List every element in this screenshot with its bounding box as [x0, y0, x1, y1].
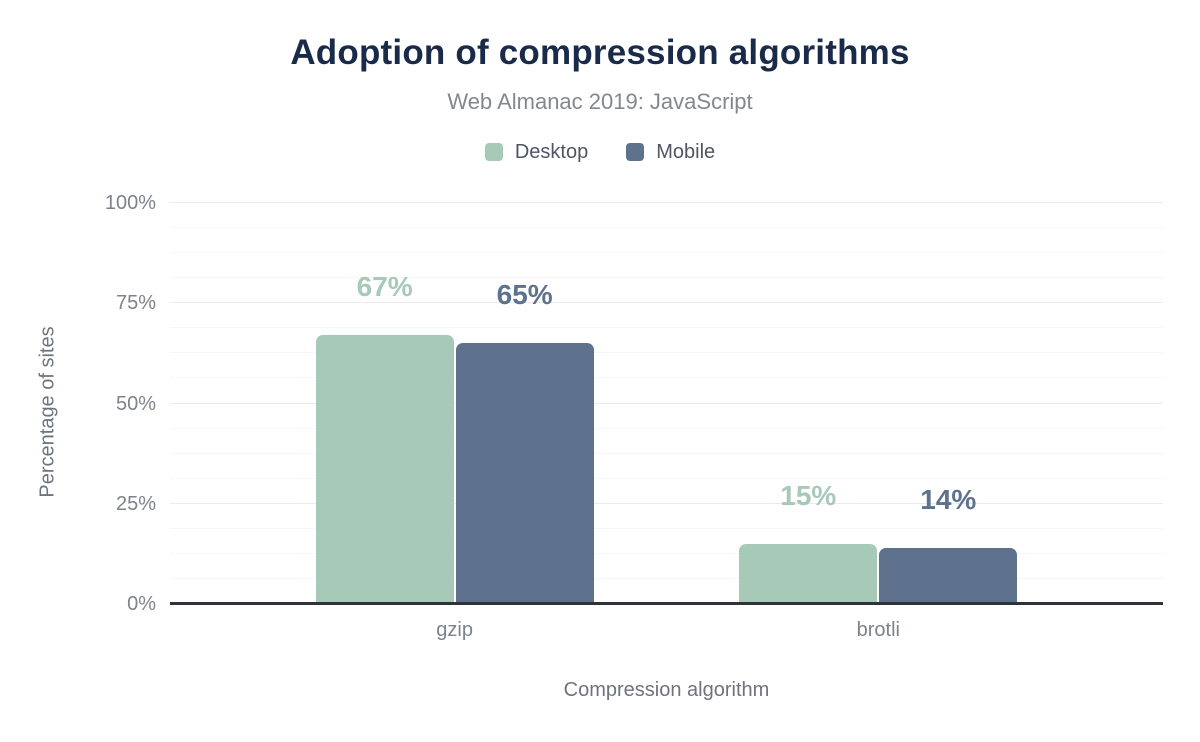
- gridline: [170, 327, 1163, 329]
- legend-swatch-desktop: [484, 143, 503, 161]
- gridline: [170, 552, 1163, 554]
- legend-item-desktop[interactable]: Desktop: [484, 140, 589, 164]
- gridline: [170, 502, 1163, 504]
- gridline: [170, 302, 1163, 304]
- bar-groups: 67% 65% gzip 15% 14% brotli: [170, 203, 1163, 641]
- legend-label-mobile: Mobile: [656, 141, 716, 163]
- gridline: [170, 577, 1163, 579]
- bar-value-label-desktop-gzip: 67%: [356, 271, 413, 303]
- y-tick-label: 25%: [115, 492, 156, 515]
- plot-area: 67% 65% gzip 15% 14% brotli Compression algor…: [105, 192, 1163, 701]
- bar-mobile-gzip[interactable]: [455, 343, 594, 604]
- gridline: [170, 252, 1163, 254]
- bar-desktop-brotli[interactable]: [739, 543, 878, 604]
- gridline: [170, 277, 1163, 279]
- gridline: [170, 452, 1163, 454]
- bar-desktop-gzip[interactable]: [315, 335, 454, 604]
- x-tick-label-brotli: brotli: [856, 619, 900, 641]
- chart-title: Adoption of compression algorithms: [290, 33, 910, 72]
- gridline: [170, 227, 1163, 229]
- gridline: [170, 202, 1163, 203]
- bar-value-label-desktop-brotli: 15%: [780, 479, 837, 511]
- bar-value-label-mobile-brotli: 14%: [920, 483, 977, 515]
- legend-label-desktop: Desktop: [514, 141, 589, 163]
- legend-item-mobile[interactable]: Mobile: [626, 140, 715, 164]
- y-tick-label: 0%: [127, 593, 156, 615]
- category-group-brotli: 15% 14% brotli: [739, 203, 1018, 641]
- y-tick-label: 100%: [104, 192, 156, 214]
- legend: Desktop Mobile: [0, 140, 1200, 164]
- bar-value-label-mobile-gzip: 65%: [496, 279, 553, 311]
- gridline: [170, 477, 1163, 479]
- y-tick-label: 75%: [115, 292, 156, 315]
- gridline: [170, 427, 1163, 429]
- x-tick-label-gzip: gzip: [436, 619, 473, 641]
- x-axis-title: Compression algorithm: [563, 679, 770, 701]
- category-group-gzip: 67% 65% gzip: [315, 203, 594, 641]
- chart-subtitle: Web Almanac 2019: JavaScript: [447, 89, 753, 114]
- bar-column-desktop-gzip: 67%: [315, 203, 454, 604]
- bar-mobile-brotli[interactable]: [879, 547, 1018, 604]
- x-axis-line: [170, 602, 1163, 605]
- gridline: [170, 527, 1163, 529]
- bar-column-mobile-gzip: 65%: [455, 203, 594, 604]
- bar-column-mobile-brotli: 14%: [879, 203, 1018, 604]
- gridline: [170, 377, 1163, 379]
- y-axis-title: Percentage of sites: [36, 326, 59, 498]
- y-tick-label: 50%: [115, 392, 156, 415]
- legend-swatch-mobile: [626, 143, 645, 161]
- gridline: [170, 352, 1163, 354]
- gridline: [170, 402, 1163, 404]
- bar-column-desktop-brotli: 15%: [739, 203, 878, 604]
